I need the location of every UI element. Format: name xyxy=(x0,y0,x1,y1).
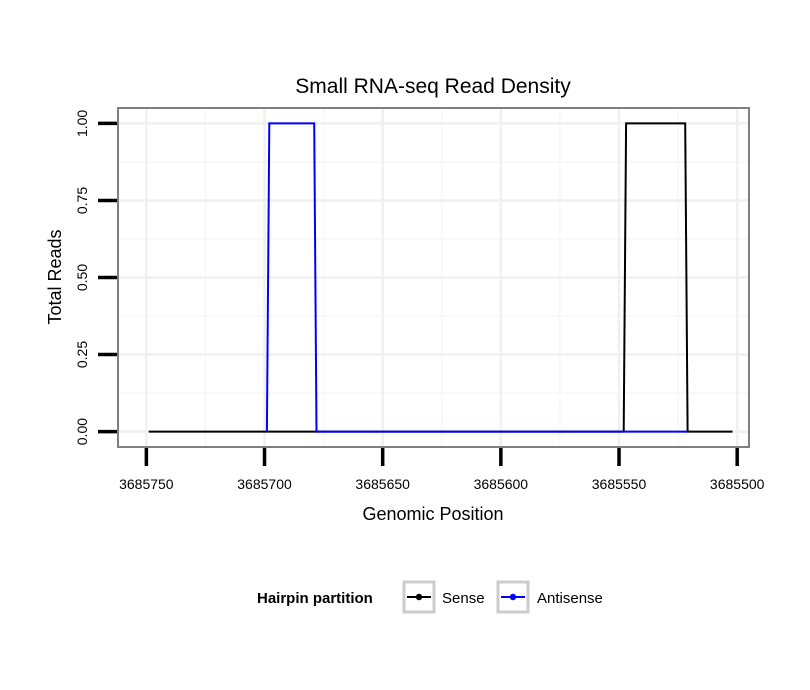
y-axis-title: Total Reads xyxy=(45,229,65,324)
legend-label-sense: Sense xyxy=(442,590,485,607)
x-tick-label: 3685500 xyxy=(710,476,765,492)
x-tick-label: 3685600 xyxy=(474,476,529,492)
legend-key-point xyxy=(509,593,517,601)
legend-label-antisense: Antisense xyxy=(537,590,603,607)
x-tick-label: 3685700 xyxy=(237,476,292,492)
y-tick-label: 0.25 xyxy=(74,341,90,368)
x-tick-label: 3685550 xyxy=(592,476,647,492)
legend-title: Hairpin partition xyxy=(257,590,373,607)
x-axis: 3685750 3685700 3685650 3685600 3685550 36855… xyxy=(119,448,765,492)
legend: Hairpin partition Sense Antisense xyxy=(257,580,603,614)
y-axis: 0.00 0.25 0.50 0.75 1.00 xyxy=(74,110,117,445)
plot-panel-border xyxy=(117,107,750,448)
x-tick-label: 3685750 xyxy=(119,476,174,492)
series-line-antisense xyxy=(265,122,688,433)
series-lines xyxy=(148,122,733,433)
y-tick-label: 0.75 xyxy=(74,187,90,214)
y-tick-label: 1.00 xyxy=(74,110,90,137)
x-tick-label: 3685650 xyxy=(355,476,410,492)
x-axis-title: Genomic Position xyxy=(362,504,503,524)
chart-title: Small RNA-seq Read Density xyxy=(295,75,571,98)
legend-key-point xyxy=(415,593,423,601)
y-tick-label: 0.50 xyxy=(74,264,90,291)
y-tick-label: 0.00 xyxy=(74,418,90,445)
